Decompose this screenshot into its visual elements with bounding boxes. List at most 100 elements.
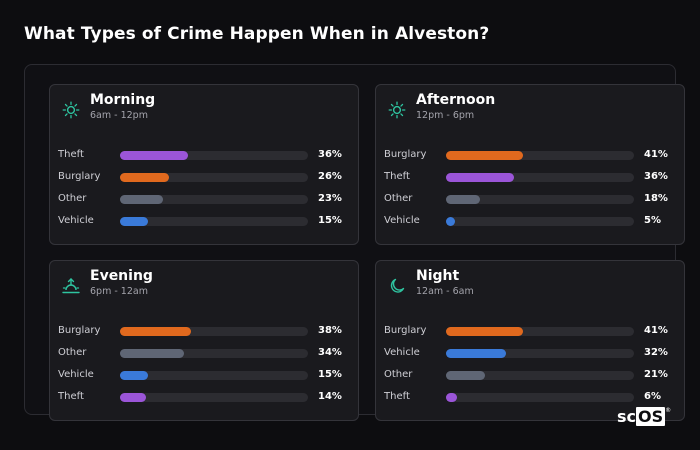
brand-prefix: sc	[617, 407, 637, 426]
bar-category-label: Vehicle	[384, 347, 420, 358]
bar-other	[446, 371, 485, 380]
bar-value-label: 38%	[318, 325, 342, 336]
panel-title: Morning	[90, 92, 156, 108]
bar-burglary	[120, 173, 169, 182]
bar-category-label: Other	[384, 369, 413, 380]
bar-value-label: 6%	[644, 391, 661, 402]
bar-category-label: Burglary	[384, 149, 427, 160]
bar-track	[120, 151, 308, 160]
bar-value-label: 5%	[644, 215, 661, 226]
sunset-icon	[62, 277, 80, 295]
bar-track	[446, 393, 634, 402]
bar-category-label: Other	[58, 193, 87, 204]
bar-vehicle	[120, 371, 148, 380]
bar-value-label: 41%	[644, 149, 668, 160]
bar-row: Vehicle 15%	[58, 214, 352, 228]
bar-category-label: Vehicle	[58, 369, 94, 380]
moon-icon	[388, 277, 406, 295]
bar-theft	[446, 393, 457, 402]
bar-other	[120, 195, 163, 204]
bar-category-label: Theft	[384, 391, 410, 402]
bar-track	[120, 371, 308, 380]
bar-value-label: 18%	[644, 193, 668, 204]
panel-subtitle: 12pm - 6pm	[416, 110, 475, 121]
bar-row: Other 21%	[384, 368, 678, 382]
bar-theft	[446, 173, 514, 182]
brand-mark: ®	[665, 407, 672, 414]
bar-row: Other 34%	[58, 346, 352, 360]
bar-value-label: 36%	[644, 171, 668, 182]
panel-title: Evening	[90, 268, 153, 284]
bar-row: Theft 14%	[58, 390, 352, 404]
bar-vehicle	[446, 349, 506, 358]
bar-category-label: Burglary	[58, 325, 101, 336]
sun-icon	[388, 101, 406, 119]
bar-track	[446, 327, 634, 336]
bar-track	[446, 217, 634, 226]
bar-track	[446, 195, 634, 204]
bar-category-label: Vehicle	[58, 215, 94, 226]
bar-value-label: 26%	[318, 171, 342, 182]
bar-row: Burglary 41%	[384, 148, 678, 162]
bar-value-label: 34%	[318, 347, 342, 358]
bar-track	[120, 217, 308, 226]
bar-other	[120, 349, 184, 358]
panel-0: Morning 6am - 12pm Theft 36% Burglary 26% Othe…	[49, 84, 359, 245]
bar-row: Vehicle 15%	[58, 368, 352, 382]
bar-value-label: 21%	[644, 369, 668, 380]
panel-title: Night	[416, 268, 460, 284]
brand-highlight: OS	[636, 407, 666, 426]
bar-row: Other 18%	[384, 192, 678, 206]
panel-subtitle: 12am - 6am	[416, 286, 474, 297]
bar-value-label: 15%	[318, 215, 342, 226]
bar-category-label: Other	[384, 193, 413, 204]
panel-title: Afternoon	[416, 92, 496, 108]
bar-value-label: 41%	[644, 325, 668, 336]
bar-other	[446, 195, 480, 204]
bar-burglary	[120, 327, 191, 336]
bar-category-label: Vehicle	[384, 215, 420, 226]
sun-icon	[62, 101, 80, 119]
brand-logo: sc OS ®	[617, 407, 671, 426]
panel-3: Night 12am - 6am Burglary 41% Vehicle 32% Othe…	[375, 260, 685, 421]
panel-subtitle: 6am - 12pm	[90, 110, 148, 121]
bar-vehicle	[120, 217, 148, 226]
bar-value-label: 36%	[318, 149, 342, 160]
bar-row: Vehicle 32%	[384, 346, 678, 360]
bar-track	[120, 327, 308, 336]
bar-category-label: Theft	[384, 171, 410, 182]
bar-category-label: Other	[58, 347, 87, 358]
bar-track	[446, 151, 634, 160]
bar-theft	[120, 151, 188, 160]
bar-row: Burglary 38%	[58, 324, 352, 338]
bar-track	[120, 173, 308, 182]
bar-track	[120, 393, 308, 402]
bar-row: Theft 36%	[384, 170, 678, 184]
bar-vehicle	[446, 217, 455, 226]
bar-row: Theft 6%	[384, 390, 678, 404]
bar-row: Vehicle 5%	[384, 214, 678, 228]
bar-value-label: 23%	[318, 193, 342, 204]
bar-category-label: Burglary	[58, 171, 101, 182]
chart-title: What Types of Crime Happen When in Alves…	[24, 24, 490, 44]
bar-track	[120, 349, 308, 358]
bar-row: Burglary 26%	[58, 170, 352, 184]
bar-burglary	[446, 327, 523, 336]
bar-row: Theft 36%	[58, 148, 352, 162]
bar-track	[446, 173, 634, 182]
bar-track	[120, 195, 308, 204]
bar-value-label: 32%	[644, 347, 668, 358]
bar-value-label: 15%	[318, 369, 342, 380]
bar-value-label: 14%	[318, 391, 342, 402]
panel-1: Afternoon 12pm - 6pm Burglary 41% Theft 36% Ot…	[375, 84, 685, 245]
bar-track	[446, 371, 634, 380]
bar-burglary	[446, 151, 523, 160]
bar-category-label: Theft	[58, 391, 84, 402]
bar-row: Burglary 41%	[384, 324, 678, 338]
bar-track	[446, 349, 634, 358]
bar-theft	[120, 393, 146, 402]
bar-row: Other 23%	[58, 192, 352, 206]
panel-2: Evening 6pm - 12am Burglary 38% Other 34% Vehi…	[49, 260, 359, 421]
panel-subtitle: 6pm - 12am	[90, 286, 148, 297]
bar-category-label: Burglary	[384, 325, 427, 336]
